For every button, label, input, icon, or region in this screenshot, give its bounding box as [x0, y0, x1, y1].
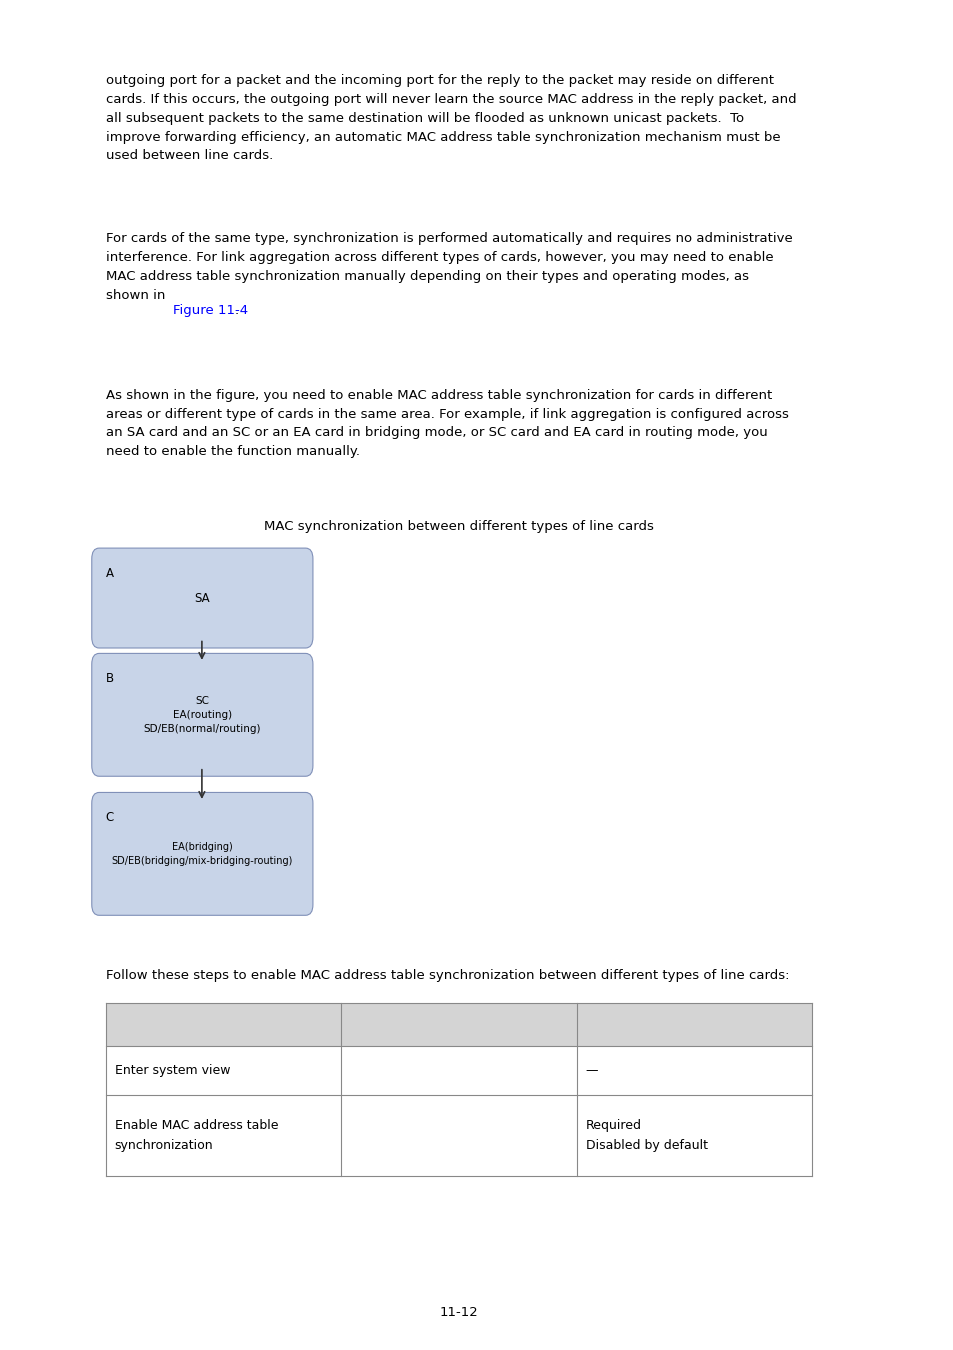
Text: SA: SA: [194, 591, 210, 605]
Text: SC
EA(routing)
SD/EB(normal/routing): SC EA(routing) SD/EB(normal/routing): [144, 695, 261, 734]
Text: —: —: [585, 1064, 598, 1077]
FancyBboxPatch shape: [91, 548, 313, 648]
FancyBboxPatch shape: [91, 653, 313, 776]
Text: .: .: [234, 304, 239, 317]
Text: Enter system view: Enter system view: [114, 1064, 230, 1077]
Text: Enable MAC address table
synchronization: Enable MAC address table synchronization: [114, 1119, 278, 1152]
Text: outgoing port for a packet and the incoming port for the reply to the packet may: outgoing port for a packet and the incom…: [106, 74, 796, 162]
Bar: [106, 1003, 811, 1046]
Text: EA(bridging)
SD/EB(bridging/mix-bridging-routing): EA(bridging) SD/EB(bridging/mix-bridging…: [112, 842, 293, 865]
Text: A: A: [106, 567, 113, 580]
Text: MAC synchronization between different types of line cards: MAC synchronization between different ty…: [264, 520, 653, 533]
Text: C: C: [106, 811, 113, 825]
Text: 11-12: 11-12: [439, 1305, 477, 1319]
Text: Required
Disabled by default: Required Disabled by default: [585, 1119, 707, 1152]
Text: For cards of the same type, synchronization is performed automatically and requi: For cards of the same type, synchronizat…: [106, 232, 791, 301]
FancyBboxPatch shape: [91, 792, 313, 915]
Text: B: B: [106, 672, 113, 686]
Text: Figure 11-4: Figure 11-4: [172, 304, 248, 317]
Text: As shown in the figure, you need to enable MAC address table synchronization for: As shown in the figure, you need to enab…: [106, 389, 787, 458]
Text: Follow these steps to enable MAC address table synchronization between different: Follow these steps to enable MAC address…: [106, 969, 788, 983]
